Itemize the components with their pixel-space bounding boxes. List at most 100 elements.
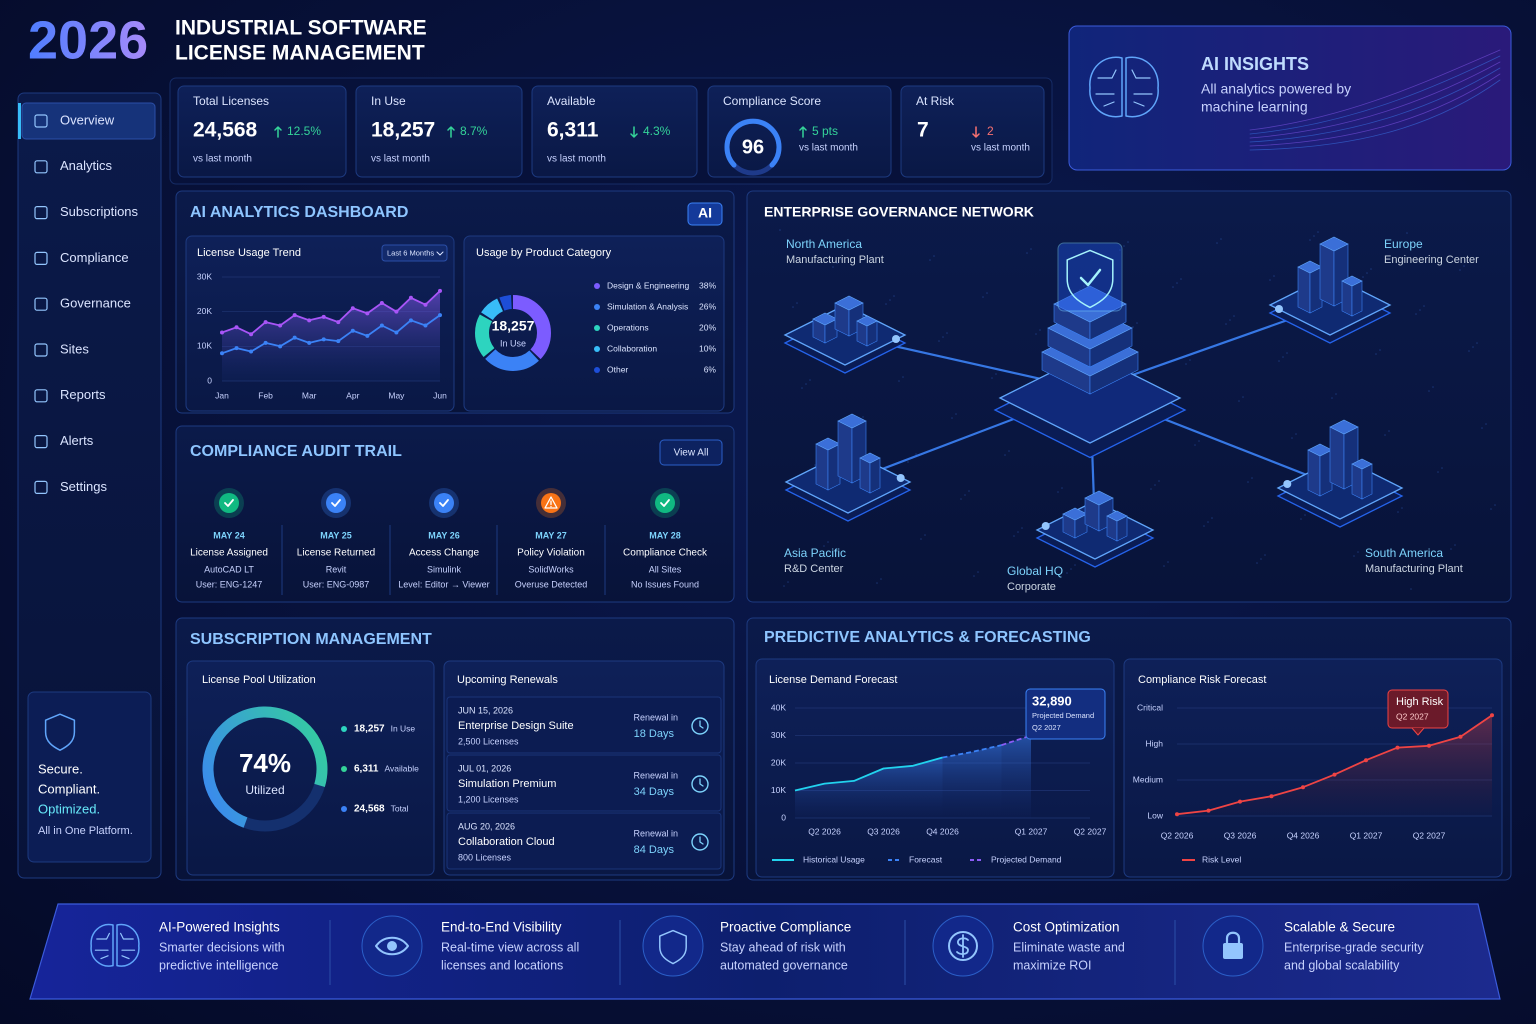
panel-title: COMPLIANCE AUDIT TRAIL [190, 443, 402, 460]
event-title: Access Change [409, 548, 479, 559]
donut-segment [475, 295, 551, 371]
y-tick-label: 20K [771, 757, 786, 767]
hub-check [1079, 268, 1102, 287]
nav-item[interactable]: Analytics [60, 158, 113, 173]
map-dot [1211, 517, 1213, 519]
dropdown-caret [436, 251, 444, 256]
kpi-change: 8.7% [460, 124, 488, 138]
point [321, 337, 326, 342]
event-node [326, 493, 346, 513]
feature-text: Eliminate waste and [1013, 940, 1125, 954]
legend-label: Simulation & Analysis [607, 301, 688, 311]
site-name: Europe [1384, 237, 1423, 251]
renewal-date: AUG 20, 2026 [458, 821, 515, 831]
point [1175, 812, 1179, 817]
series-line [942, 744, 1002, 759]
point [278, 323, 283, 328]
building-left [837, 420, 853, 484]
trend-arrow [972, 126, 980, 138]
map-dot [1269, 279, 1271, 281]
annotation-period: Q2 2027 [1032, 723, 1061, 732]
map-dot [1163, 565, 1165, 567]
renewal-date: JUN 15, 2026 [458, 705, 513, 715]
map-dot [809, 379, 811, 381]
map-dot [1357, 551, 1359, 553]
point [292, 335, 297, 340]
kpi-card [355, 85, 523, 178]
kpi-note: vs last month [971, 143, 1030, 154]
building-left [1297, 266, 1311, 314]
building-left [815, 443, 829, 491]
map-dot [1260, 558, 1262, 560]
brain-icon [1125, 56, 1159, 118]
map-dot [1410, 588, 1412, 590]
legend-label: Design & Engineering [607, 280, 689, 290]
map-dot [1463, 265, 1465, 267]
map-dot [1238, 400, 1240, 402]
map-dot [1264, 554, 1266, 556]
point [220, 330, 224, 335]
event-node [655, 493, 675, 513]
nav-item[interactable]: Governance [60, 296, 131, 311]
feature-icon [1223, 943, 1243, 959]
map-dot [1494, 504, 1496, 506]
map-dot [1004, 454, 1006, 456]
kpi-value: 7 [917, 119, 929, 142]
x-tick-label: Q2 2027 [1074, 826, 1107, 836]
nav-item[interactable]: Alerts [60, 433, 94, 448]
legend-dot [594, 325, 600, 331]
map-dot [1256, 562, 1258, 564]
point [365, 333, 370, 338]
legend-value: 6,311 [354, 764, 379, 775]
nav-item[interactable]: Settings [60, 479, 107, 494]
title: INDUSTRIAL SOFTWARE [175, 17, 427, 40]
renewal-due-label: Renewal in [633, 770, 678, 780]
map-dot [1481, 427, 1483, 429]
value-label: 26% [699, 301, 716, 311]
nav-item[interactable]: Compliance [60, 250, 129, 265]
event-detail: Overuse Detected [515, 579, 588, 589]
trend-arrow [630, 126, 638, 138]
value-label: 6% [704, 364, 717, 374]
nav-item[interactable]: Sites [60, 341, 89, 356]
nav-item[interactable]: Reports [60, 387, 106, 402]
point [1458, 734, 1463, 739]
kpi-change: 2 [987, 124, 994, 138]
hub-screen [1057, 242, 1123, 312]
map-dot [986, 292, 988, 294]
map-dot [1490, 508, 1492, 510]
map-dot [1185, 363, 1187, 365]
nav-icon [34, 251, 48, 265]
kpi-change: 4.3% [643, 124, 671, 138]
nav-icon [34, 297, 48, 311]
site-node [1275, 305, 1283, 313]
clock-hand [699, 778, 704, 787]
annotation-text: Projected Demand [1032, 711, 1094, 720]
map-dot [1150, 488, 1152, 490]
clock-icon [691, 833, 709, 851]
feature-text: Smarter decisions with [159, 940, 285, 954]
check-icon [224, 499, 234, 507]
point [350, 328, 355, 333]
nav-icon [34, 435, 48, 449]
point [263, 340, 268, 345]
series-line [221, 314, 441, 355]
value-label: 10% [699, 343, 716, 353]
building-right [869, 457, 881, 494]
x-tick-label: Q3 2026 [867, 826, 900, 836]
nav-item[interactable]: Overview [60, 112, 115, 127]
view-all-button[interactable] [659, 439, 723, 466]
kpi-label: Compliance Score [723, 94, 821, 108]
event-node [219, 493, 239, 513]
renewal-row [446, 696, 722, 754]
map-dot [951, 417, 953, 419]
insight-wave [1249, 55, 1501, 135]
legend-dot [341, 726, 347, 732]
nav-item[interactable]: Subscriptions [60, 204, 139, 219]
kpi-change: 12.5% [287, 124, 321, 138]
panel-title: PREDICTIVE ANALYTICS & FORECASTING [764, 629, 1091, 646]
point [1395, 745, 1400, 750]
period-dropdown[interactable] [381, 244, 448, 262]
badge-text: AI [698, 205, 712, 221]
renewal-due-label: Renewal in [633, 828, 678, 838]
